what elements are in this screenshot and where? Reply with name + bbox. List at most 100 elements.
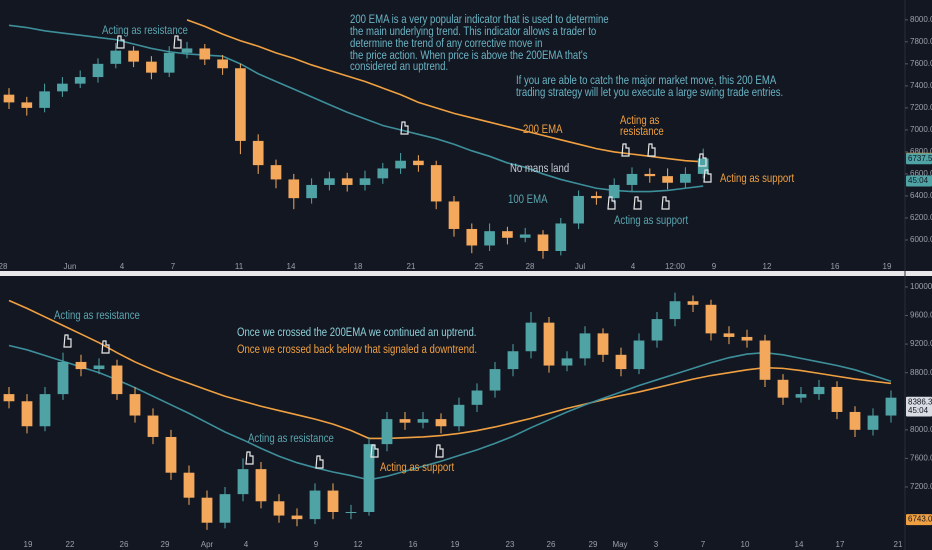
- hand-icon: [245, 451, 254, 465]
- candle-body: [795, 394, 807, 398]
- candle-body: [633, 340, 645, 370]
- candle-body: [291, 515, 303, 520]
- candle-body: [363, 444, 375, 512]
- y-tick-label: 7800.0: [910, 37, 932, 46]
- candle-body: [395, 160, 406, 169]
- candle-body: [723, 333, 735, 337]
- candle-body: [255, 469, 267, 502]
- x-tick-label: 12: [763, 262, 772, 271]
- x-tick-label: 7: [171, 262, 176, 271]
- price-label: 6737.5: [908, 154, 932, 163]
- candle-body: [543, 322, 555, 366]
- candle-body: [128, 50, 139, 62]
- y-tick-label: 6800.0: [910, 147, 932, 156]
- x-tick-label: 16: [409, 540, 418, 549]
- candle-body: [57, 361, 69, 395]
- x-tick-label: 29: [589, 540, 598, 549]
- y-tick-label: 9200.0: [910, 339, 932, 348]
- candle-body: [669, 301, 681, 320]
- candle-body: [21, 102, 33, 108]
- hand-icon: [698, 153, 707, 167]
- candle-body: [3, 94, 15, 103]
- price-label-box: [906, 514, 932, 526]
- candle-body: [270, 165, 282, 180]
- annotation: the main underlying trend. This indicato…: [350, 25, 596, 38]
- candle-body: [377, 168, 389, 179]
- candle-body: [39, 394, 51, 427]
- y-tick-label: 7600.0: [910, 454, 932, 463]
- candle-body: [199, 48, 211, 60]
- annotation: Acting as support: [614, 214, 688, 227]
- x-tick-label: May: [612, 540, 627, 549]
- candle-body: [519, 234, 531, 238]
- candle-body: [341, 178, 353, 185]
- hand-icon: [315, 455, 324, 469]
- x-tick-label: Jul: [575, 262, 585, 271]
- x-tick-label: 21: [894, 540, 903, 549]
- y-tick-label: 6200.0: [910, 213, 932, 222]
- countdown: 45:04: [908, 176, 929, 185]
- candle-body: [525, 322, 537, 352]
- annotation: Once we crossed the 200EMA we continued …: [237, 326, 476, 339]
- x-tick-label: 9: [712, 262, 717, 271]
- hand-icon: [621, 143, 630, 157]
- candle-body: [813, 386, 825, 395]
- hand-icon: [703, 169, 712, 183]
- annotation: Acting as resistance: [248, 432, 334, 445]
- candle-body: [110, 50, 122, 64]
- candle-body: [705, 304, 717, 334]
- y-tick-label: 8000.0: [910, 425, 932, 434]
- x-tick-label: 23: [506, 540, 515, 549]
- hand-icon: [173, 35, 182, 49]
- hand-icon: [63, 334, 72, 348]
- candle-body: [573, 195, 584, 224]
- hand-icon: [661, 196, 670, 210]
- price-label-box: [906, 396, 932, 408]
- x-tick-label: 4: [631, 262, 636, 271]
- ema-line: [186, 19, 704, 163]
- candle-body: [644, 173, 656, 177]
- candle-body: [626, 173, 638, 185]
- candle-body: [435, 419, 447, 427]
- ema-line: [8, 299, 892, 440]
- annotation: 200 EMA: [523, 123, 563, 136]
- x-tick-label: Jun: [64, 262, 77, 271]
- candle-body: [327, 490, 339, 512]
- y-tick-label: 10000.0: [910, 282, 932, 291]
- candle-body: [129, 394, 141, 416]
- y-tick-label: 6000.0: [910, 235, 932, 244]
- candle-body: [687, 301, 699, 305]
- annotation: Acting as support: [720, 172, 794, 185]
- x-tick-label: 28: [526, 262, 535, 271]
- candle-body: [288, 179, 300, 199]
- candle-body: [615, 354, 627, 370]
- x-tick-label: 19: [451, 540, 460, 549]
- candle-body: [183, 472, 195, 498]
- candle-body: [471, 390, 483, 405]
- x-tick-label: 19: [883, 262, 892, 271]
- candle-body: [147, 415, 159, 437]
- candle-body: [181, 48, 193, 53]
- candle-body: [489, 369, 501, 391]
- annotation: Once we crossed back below that signaled…: [237, 343, 477, 356]
- candle-body: [849, 411, 861, 430]
- x-tick-label: 16: [831, 262, 840, 271]
- y-tick-label: 8800.0: [910, 368, 932, 377]
- candle-body: [502, 231, 513, 238]
- candle-body: [399, 419, 411, 423]
- candle-body: [75, 361, 87, 370]
- annotation: 200 EMA is a very popular indicator that…: [350, 13, 609, 26]
- candle-body: [448, 201, 460, 229]
- candle-body: [680, 173, 691, 183]
- y-tick-label: 8000.0: [910, 15, 932, 24]
- candle-body: [591, 195, 602, 199]
- annotation: Acting as resistance: [102, 24, 188, 37]
- candle-body: [453, 404, 465, 427]
- x-tick-label: 9: [314, 540, 319, 549]
- annotation: Acting as: [620, 114, 660, 127]
- y-tick-label: 7200.0: [910, 103, 932, 112]
- hand-icon: [116, 35, 125, 49]
- annotation: Acting as support: [380, 461, 454, 474]
